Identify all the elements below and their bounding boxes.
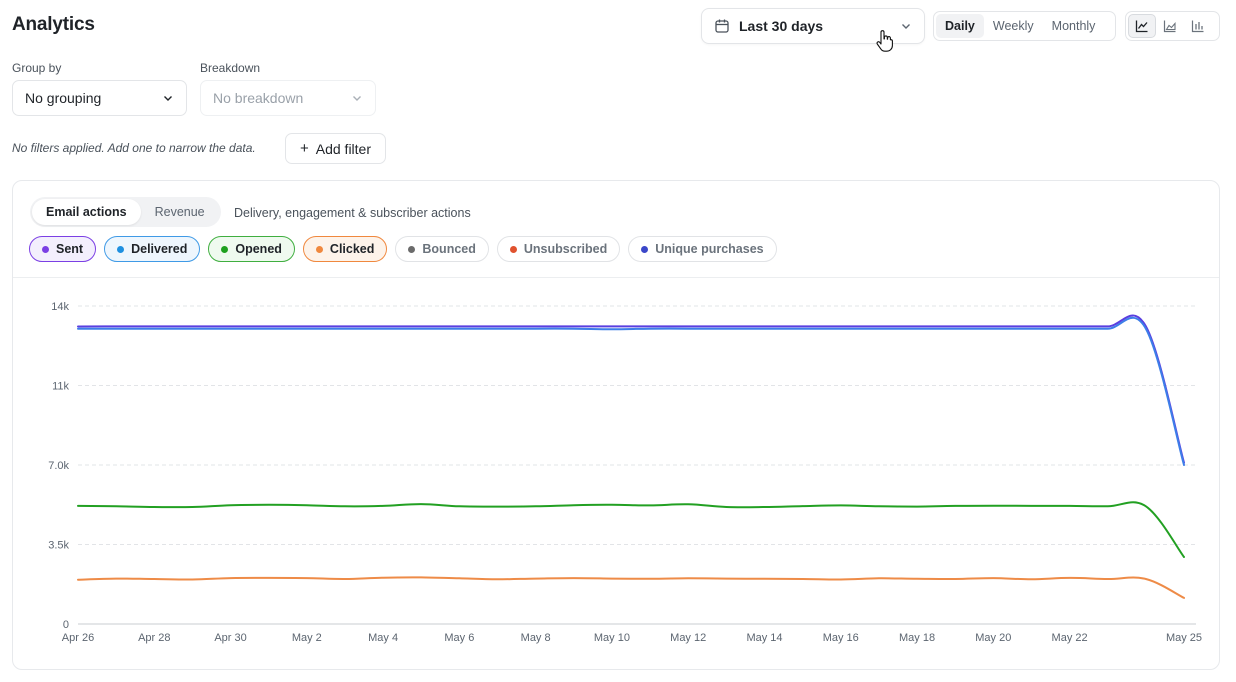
chart-type-toggle (1125, 11, 1220, 41)
x-tick-label: Apr 26 (62, 632, 94, 644)
legend-label: Bounced (422, 242, 476, 256)
calendar-icon (715, 19, 729, 33)
series-line-opened (77, 501, 1185, 558)
x-tick-label: May 25 (1166, 632, 1202, 644)
line-chart-button[interactable] (1128, 14, 1156, 38)
x-tick-label: May 6 (444, 632, 474, 644)
x-tick-label: May 14 (746, 632, 782, 644)
bar-chart-button[interactable] (1184, 14, 1212, 38)
breakdown-select: No breakdown (200, 80, 376, 116)
chevron-down-icon (164, 96, 172, 101)
group-by-value: No grouping (25, 90, 102, 106)
bar-chart-icon (1191, 20, 1204, 33)
legend-dot (408, 245, 416, 253)
line-chart: 0 3.5k 7.0k 11k 14k Apr 26 Apr 28 Apr 30 May 2 Ma… (48, 301, 1202, 644)
chevron-down-icon (902, 24, 910, 29)
legend-label: Opened (235, 242, 282, 256)
legend-label: Sent (56, 242, 84, 256)
breakdown-label: Breakdown (200, 61, 261, 75)
legend-dot (315, 245, 323, 253)
x-tick-label: May 20 (975, 632, 1011, 644)
chevron-down-icon (353, 96, 361, 101)
legend-dot (221, 245, 229, 253)
hand-cursor-icon (876, 30, 893, 52)
x-tick-label: May 12 (670, 632, 706, 644)
legend-dot (509, 245, 517, 253)
metric-tabs: Email actions Revenue (30, 197, 221, 227)
x-tick-label: May 2 (292, 632, 322, 644)
group-by-label: Group by (12, 61, 62, 75)
group-by-select[interactable]: No grouping (12, 80, 187, 116)
y-tick-label: 3.5k (48, 540, 69, 552)
x-tick-label: May 10 (594, 632, 630, 644)
legend-pill-sent[interactable]: Sent (29, 236, 97, 262)
tab-revenue[interactable]: Revenue (154, 205, 205, 219)
period-toggle: Daily Weekly Monthly (933, 11, 1116, 41)
x-tick-label: May 18 (899, 632, 935, 644)
chart-card: Email actions Revenue Delivery, engageme… (12, 180, 1220, 670)
area-chart-button[interactable] (1156, 14, 1184, 38)
x-tick-label: May 22 (1052, 632, 1088, 644)
divider (13, 277, 1219, 278)
y-tick-label: 14k (51, 301, 69, 313)
x-tick-label: Apr 28 (138, 632, 170, 644)
x-tick-label: May 16 (823, 632, 859, 644)
legend-label: Delivered (131, 242, 188, 256)
tab-description: Delivery, engagement & subscriber action… (234, 206, 471, 220)
add-filter-label: Add filter (315, 140, 371, 157)
legend-pill-delivered[interactable]: Delivered (104, 236, 201, 262)
legend-label: Unique purchases (655, 242, 764, 256)
y-tick-label: 0 (63, 619, 69, 631)
breakdown-value: No breakdown (213, 90, 304, 106)
series-line-clicked (77, 576, 1185, 599)
legend-pill-opened[interactable]: Opened (208, 236, 295, 262)
date-range-dropdown[interactable]: Last 30 days (701, 8, 925, 44)
date-range-label: Last 30 days (739, 18, 824, 34)
tab-email-actions[interactable]: Email actions (32, 199, 141, 225)
legend-dot (641, 245, 649, 253)
line-chart-icon (1135, 20, 1148, 33)
plus-icon: + (299, 140, 309, 157)
x-tick-label: May 4 (368, 632, 398, 644)
legend-pill-unsubscribed[interactable]: Unsubscribed (496, 236, 621, 262)
x-tick-label: May 8 (521, 632, 551, 644)
period-option-weekly[interactable]: Weekly (992, 19, 1034, 33)
legend-pill-unique-purchases[interactable]: Unique purchases (628, 236, 777, 262)
area-chart-icon (1163, 20, 1176, 33)
y-tick-label: 11k (52, 381, 69, 393)
legend-pill-bounced[interactable]: Bounced (395, 236, 489, 262)
page-title: Analytics (12, 14, 95, 35)
series-legend: Sent Delivered Opened Clicked Bounced Unsubsc… (29, 236, 777, 262)
x-tick-label: Apr 30 (214, 632, 246, 644)
legend-pill-clicked[interactable]: Clicked (302, 236, 388, 262)
filter-note: No filters applied. Add one to narrow th… (12, 141, 256, 155)
add-filter-button[interactable]: + Add filter (285, 133, 386, 164)
legend-label: Unsubscribed (523, 242, 608, 256)
legend-dot (42, 245, 49, 253)
period-option-daily[interactable]: Daily (936, 14, 984, 38)
y-tick-label: 7.0k (48, 460, 69, 472)
legend-label: Clicked (329, 242, 375, 256)
legend-dot (117, 245, 125, 253)
series-line-delivered (77, 316, 1185, 466)
series-line-sent (77, 314, 1185, 464)
period-option-monthly[interactable]: Monthly (1051, 19, 1096, 33)
